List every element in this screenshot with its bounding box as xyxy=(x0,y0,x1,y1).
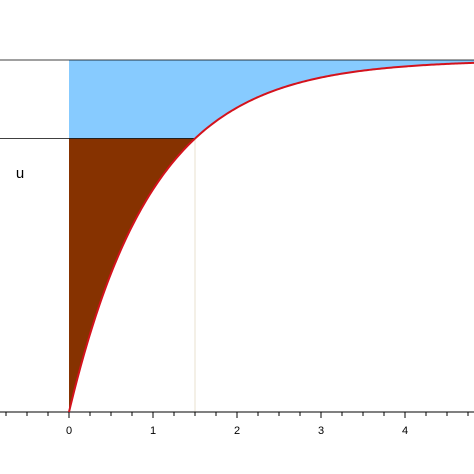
lower-region-fill xyxy=(69,138,195,412)
x-tick-label: 4 xyxy=(402,425,408,437)
x-axis-ticks: 0 1 2 3 4 xyxy=(5,412,469,437)
cdf-curve xyxy=(68,61,474,413)
u-label: u xyxy=(16,165,24,182)
upper-region-fill xyxy=(69,60,474,139)
x-tick-label: 1 xyxy=(150,425,156,437)
x-tick-label: 2 xyxy=(234,425,240,437)
x-tick-label: 0 xyxy=(66,425,72,437)
x-tick-label: 3 xyxy=(318,425,324,437)
